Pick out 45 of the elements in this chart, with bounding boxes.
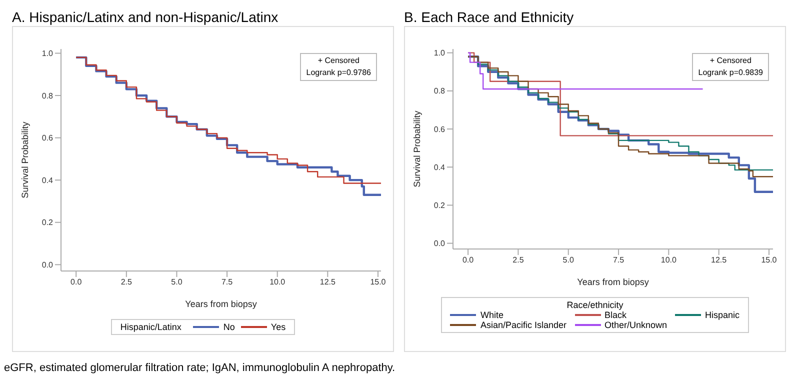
x-tick-label: 5.0 (171, 278, 183, 287)
x-tick-label: 2.5 (512, 256, 524, 265)
legend-label: No (223, 322, 235, 332)
x-tick-label: 10.0 (270, 278, 286, 287)
x-tick-label: 7.5 (612, 256, 625, 265)
annotation: Logrank p=0.9839 (698, 67, 763, 79)
legend-label: Hispanic (705, 310, 740, 320)
x-tick-label: 0.0 (462, 256, 474, 265)
x-axis-title: Years from biopsy (185, 299, 258, 309)
chart-title: B. Each Race and Ethnicity (404, 8, 575, 26)
y-tick-label: 1.0 (42, 49, 54, 58)
y-axis-title: Survival Probability (20, 121, 30, 198)
x-tick-label: 0.0 (70, 278, 82, 287)
chart-title: A. Hispanic/Latinx and non-Hispanic/Latinx (12, 8, 280, 26)
x-tick-label: 5.0 (562, 256, 574, 265)
x-tick-label: 7.5 (221, 278, 234, 287)
x-axis-title: Years from biopsy (577, 277, 650, 287)
y-tick-label: 0.4 (42, 176, 54, 185)
y-tick-label: 0.4 (434, 162, 446, 172)
legend-title: Hispanic/Latinx (120, 322, 182, 332)
x-tick-label: 12.5 (711, 256, 728, 265)
annotation: + Censored (316, 55, 360, 67)
legend-label: Asian/Pacific Islander (480, 320, 566, 330)
y-tick-label: 0.6 (42, 134, 54, 143)
legend-label: White (480, 310, 504, 320)
x-tick-label: 15.0 (761, 256, 778, 265)
y-tick-label: 1.0 (434, 48, 446, 58)
text: eGFR, estimated glomerular filtration rate; IgAN, immunoglobulin A nephropathy. (4, 362, 396, 374)
y-tick-label: 0.0 (434, 239, 446, 248)
legend-label: Yes (270, 322, 286, 332)
y-tick-label: 0.6 (434, 124, 446, 134)
x-tick-label: 12.5 (320, 278, 336, 287)
annotation: Logrank p=0.9786 (306, 67, 371, 79)
legend-title: Race/ethnicity (566, 300, 624, 310)
y-tick-label: 0.8 (434, 86, 446, 96)
legend-label: Other/Unknown (604, 320, 668, 330)
y-tick-label: 0.2 (434, 201, 446, 210)
y-axis-title: Survival Probability (412, 110, 422, 188)
x-tick-label: 2.5 (120, 278, 133, 287)
x-tick-label: 10.0 (660, 256, 678, 265)
annotation: + Censored (708, 55, 752, 67)
y-tick-label: 0.8 (42, 91, 54, 100)
legend-label: Black (604, 310, 627, 320)
x-tick-label: 15.0 (370, 278, 386, 287)
y-tick-label: 0.2 (42, 218, 54, 228)
